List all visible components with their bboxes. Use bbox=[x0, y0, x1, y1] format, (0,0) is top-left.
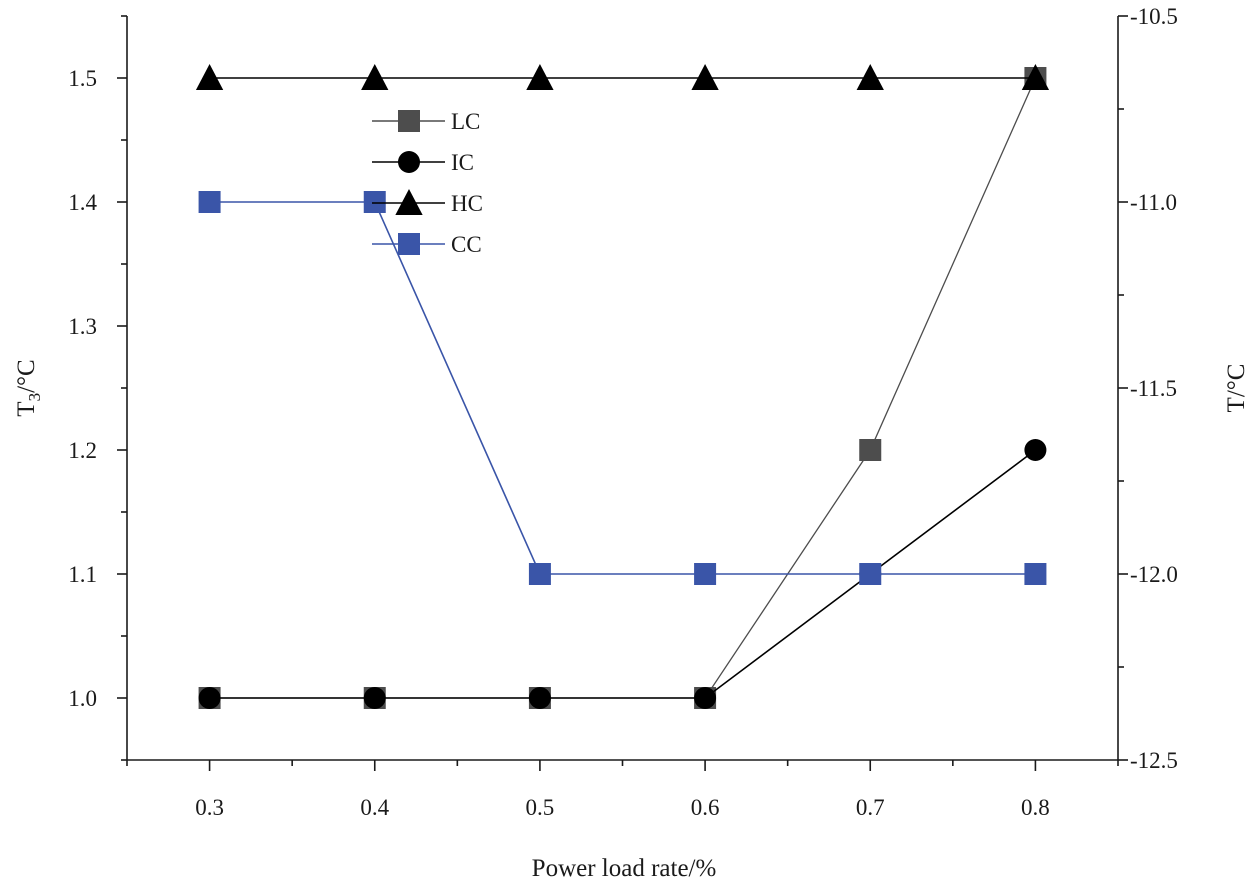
series-ic bbox=[198, 439, 1047, 709]
y-left-tick-label: 1.4 bbox=[68, 190, 97, 215]
data-point-cc bbox=[859, 563, 882, 585]
x-tick-label: 0.8 bbox=[1021, 795, 1050, 820]
data-point-ic bbox=[528, 687, 551, 709]
y-left-tick-label: 1.0 bbox=[68, 686, 97, 711]
data-point-hc bbox=[361, 64, 389, 90]
data-point-hc bbox=[195, 64, 224, 90]
data-point-cc bbox=[363, 191, 386, 213]
x-tick-label: 0.5 bbox=[526, 795, 555, 820]
y-left-tick-label: 1.2 bbox=[68, 438, 97, 463]
series-line-cc bbox=[209, 201, 1036, 575]
data-point-cc bbox=[1024, 563, 1047, 585]
legend-label: IC bbox=[451, 150, 474, 175]
y-right-tick-label: -11.5 bbox=[1130, 376, 1177, 401]
data-point-ic bbox=[694, 687, 717, 709]
data-point-hc bbox=[691, 64, 719, 90]
y-left-tick-label: 1.1 bbox=[68, 562, 97, 587]
legend-marker-hc bbox=[395, 189, 423, 215]
series-line-lc bbox=[209, 77, 1037, 699]
series-layer bbox=[195, 64, 1050, 709]
data-point-ic bbox=[1024, 439, 1047, 461]
series-hc bbox=[195, 64, 1050, 90]
data-point-hc bbox=[856, 64, 884, 90]
data-point-lc bbox=[859, 439, 882, 461]
y-left-tick-label: 1.3 bbox=[68, 314, 97, 339]
data-point-hc bbox=[526, 64, 554, 90]
legend-item-ic: IC bbox=[372, 150, 474, 175]
data-point-ic bbox=[198, 687, 221, 709]
y-axis-right-title: T/°C bbox=[1223, 364, 1250, 413]
y-axis-left-title-subscript: 3 bbox=[25, 393, 44, 402]
y-right-tick-label: -10.5 bbox=[1130, 4, 1178, 29]
y-right-tick-label: -12.0 bbox=[1130, 562, 1178, 587]
data-point-cc bbox=[528, 563, 551, 585]
y-axis-left-title: T3/°C bbox=[13, 359, 44, 416]
y-axis-left-title-base: T bbox=[13, 401, 40, 416]
legend-label: LC bbox=[451, 109, 480, 134]
legend-label: HC bbox=[451, 191, 483, 216]
x-tick-label: 0.3 bbox=[195, 795, 224, 820]
x-axis-title: Power load rate/% bbox=[532, 855, 717, 882]
legend-marker-lc bbox=[398, 110, 420, 132]
x-tick-label: 0.7 bbox=[856, 795, 885, 820]
legend-item-cc: CC bbox=[372, 232, 482, 257]
series-lc bbox=[198, 67, 1047, 709]
y-right-tick-label: -11.0 bbox=[1130, 190, 1177, 215]
x-tick-label: 0.6 bbox=[691, 795, 720, 820]
series-cc bbox=[198, 191, 1047, 585]
legend-marker-ic bbox=[398, 151, 420, 173]
data-point-cc bbox=[694, 563, 717, 585]
legend: LC IC HC CC bbox=[372, 109, 483, 257]
legend-marker-cc bbox=[398, 233, 420, 255]
series-line-ic bbox=[209, 449, 1036, 699]
legend-item-hc: HC bbox=[372, 189, 483, 216]
x-tick-label: 0.4 bbox=[360, 795, 389, 820]
axes-layer bbox=[126, 16, 1119, 761]
y-left-tick-label: 1.5 bbox=[68, 66, 97, 91]
y-axis-left-title-unit: /°C bbox=[13, 359, 40, 393]
y-right-tick-label: -12.5 bbox=[1130, 748, 1178, 773]
legend-label: CC bbox=[451, 232, 482, 257]
ticks-layer: 0.3 0.4 0.5 0.6 0.7 0.8 1.0 1.1 1.2 1.3 1.4 1.5 -12.… bbox=[68, 4, 1178, 820]
data-point-cc bbox=[198, 191, 221, 213]
data-point-hc bbox=[1021, 64, 1050, 90]
legend-item-lc: LC bbox=[372, 109, 480, 134]
data-point-ic bbox=[363, 687, 386, 709]
